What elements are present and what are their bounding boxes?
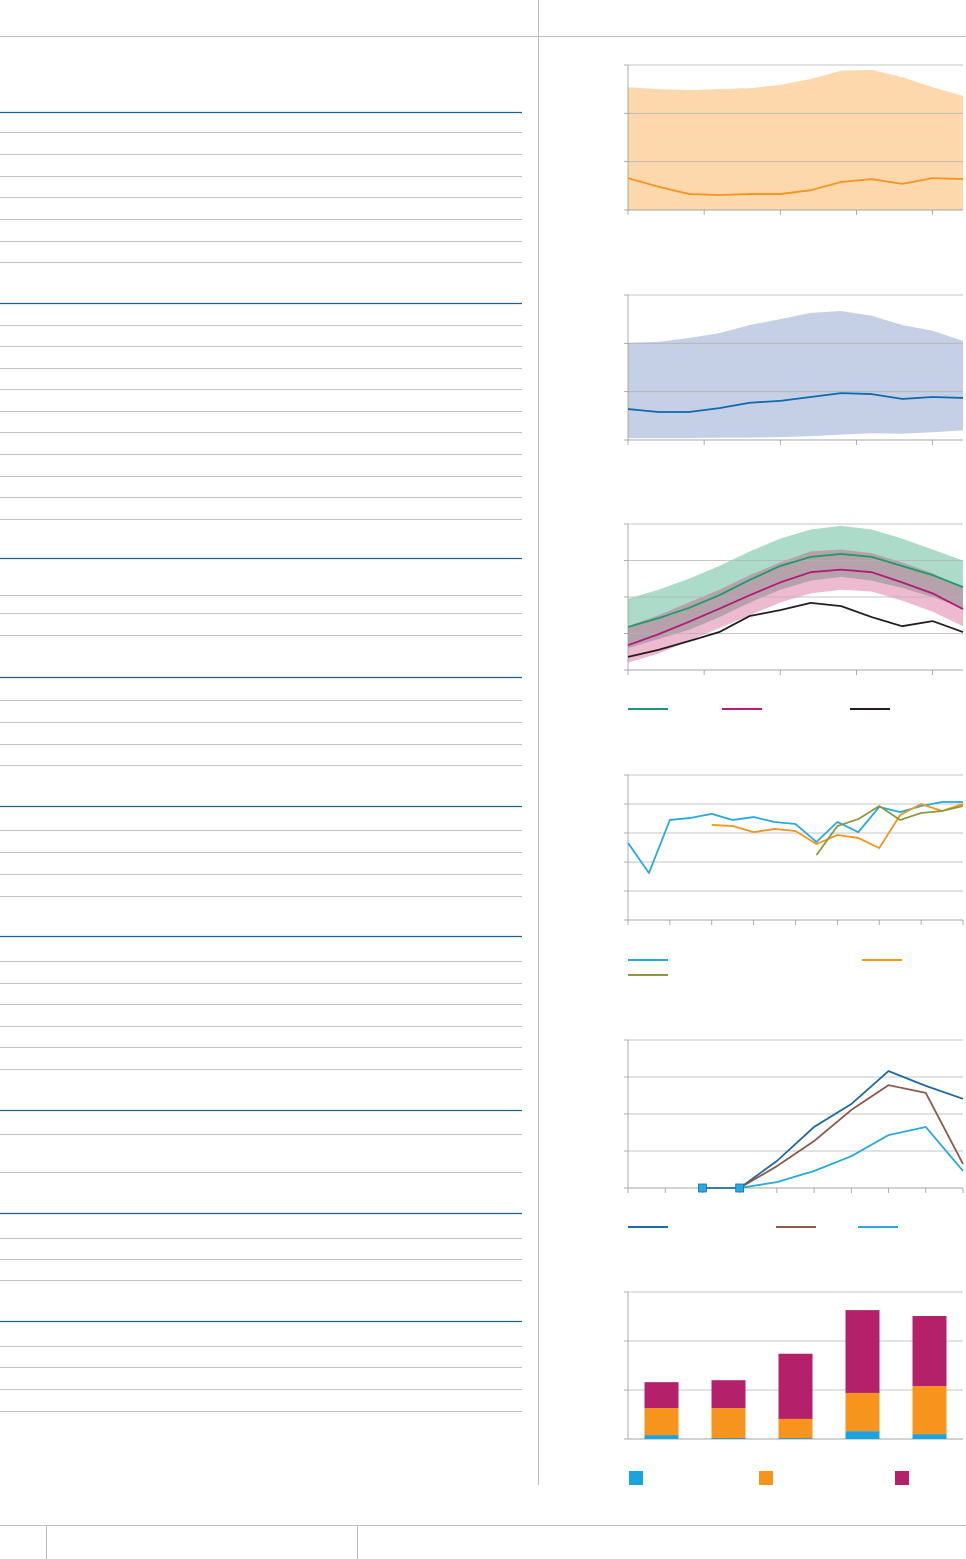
bar-segment	[644, 1408, 679, 1436]
bar-segment	[845, 1392, 880, 1432]
series-line	[627, 177, 964, 196]
bar-segment	[912, 1316, 947, 1387]
band	[628, 525, 963, 649]
series-line	[739, 1084, 964, 1189]
bar-segment	[778, 1353, 813, 1419]
series-line	[815, 805, 964, 856]
marker	[698, 1183, 707, 1193]
legend-swatch	[759, 1471, 773, 1485]
chart	[624, 774, 964, 976]
series-line	[702, 1070, 964, 1189]
marker	[735, 1183, 745, 1193]
series-line	[627, 568, 964, 647]
band	[628, 549, 963, 663]
bar-segment	[711, 1380, 746, 1409]
bar-segment	[912, 1386, 947, 1435]
table-rules	[0, 111, 522, 1412]
band	[628, 310, 963, 439]
chart	[624, 1291, 963, 1485]
chart	[624, 294, 964, 445]
chart	[624, 523, 964, 710]
bar-segment	[711, 1408, 746, 1439]
bar-segment	[644, 1435, 679, 1439]
band	[628, 69, 963, 210]
series-line	[711, 803, 964, 849]
series-line	[627, 601, 964, 658]
bar-segment	[778, 1438, 813, 1439]
series-line	[627, 553, 964, 628]
bar-segment	[845, 1310, 880, 1393]
series-line	[627, 392, 964, 413]
legend-swatch	[895, 1471, 909, 1485]
bar-segment	[845, 1431, 880, 1439]
bar-segment	[711, 1438, 746, 1439]
bar-segment	[644, 1382, 679, 1409]
series-line	[739, 1126, 964, 1189]
chart	[624, 1039, 964, 1228]
bar-segment	[778, 1418, 813, 1439]
series-line	[627, 801, 963, 874]
legend-swatch	[629, 1471, 643, 1485]
chart	[624, 64, 964, 215]
bar-segment	[912, 1434, 947, 1439]
